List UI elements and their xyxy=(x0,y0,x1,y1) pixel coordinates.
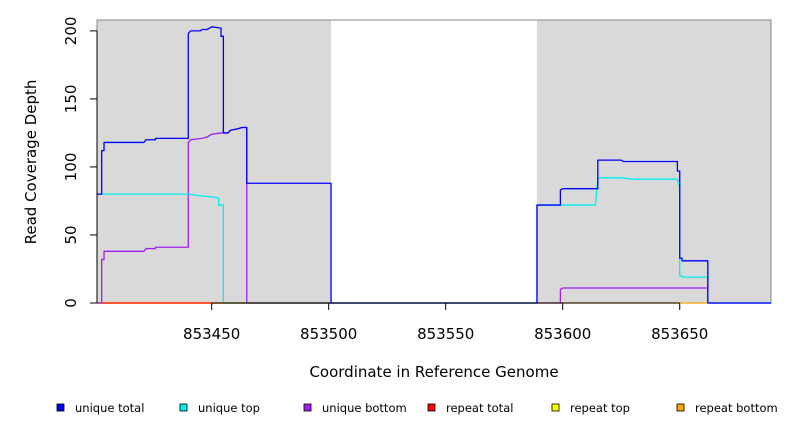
y-tick-label: 100 xyxy=(62,153,80,182)
series-unique-bottom xyxy=(97,126,771,304)
x-axis-title: Coordinate in Reference Genome xyxy=(309,363,558,381)
series-unique-total xyxy=(97,26,771,304)
legend-swatch-unique-total xyxy=(56,403,65,412)
legend-swatch-unique-top xyxy=(179,403,188,412)
legend-label-unique-bottom: unique bottom xyxy=(322,401,407,415)
y-tick-label: 150 xyxy=(62,85,80,114)
legend-label-unique-total: unique total xyxy=(75,401,144,415)
x-tick-label: 853550 xyxy=(417,325,474,343)
legend-swatch-repeat-total xyxy=(427,403,436,412)
shaded-region-1 xyxy=(97,20,332,303)
y-tick-label: 50 xyxy=(62,225,80,244)
y-tick-label: 200 xyxy=(62,17,80,46)
legend-swatch-repeat-top xyxy=(551,403,560,412)
legend: unique total unique top unique bottom repea… xyxy=(56,401,778,415)
legend-swatch-unique-bottom xyxy=(303,403,312,412)
legend-label-unique-top: unique top xyxy=(198,401,260,415)
legend-label-repeat-total: repeat total xyxy=(446,401,513,415)
x-tick-label: 853650 xyxy=(651,325,708,343)
y-axis-title: Read Coverage Depth xyxy=(22,80,40,245)
x-tick-label: 853500 xyxy=(300,325,357,343)
legend-swatch-repeat-bottom xyxy=(676,403,685,412)
axes: 0 50 100 150 200 853450 853500 853550 853600 8536… xyxy=(62,17,708,343)
x-tick-label: 853450 xyxy=(183,325,240,343)
series-unique-top xyxy=(97,177,771,304)
y-tick-label: 0 xyxy=(62,298,80,308)
legend-label-repeat-top: repeat top xyxy=(570,401,630,415)
x-tick-label: 853600 xyxy=(534,325,591,343)
legend-label-repeat-bottom: repeat bottom xyxy=(695,401,778,415)
